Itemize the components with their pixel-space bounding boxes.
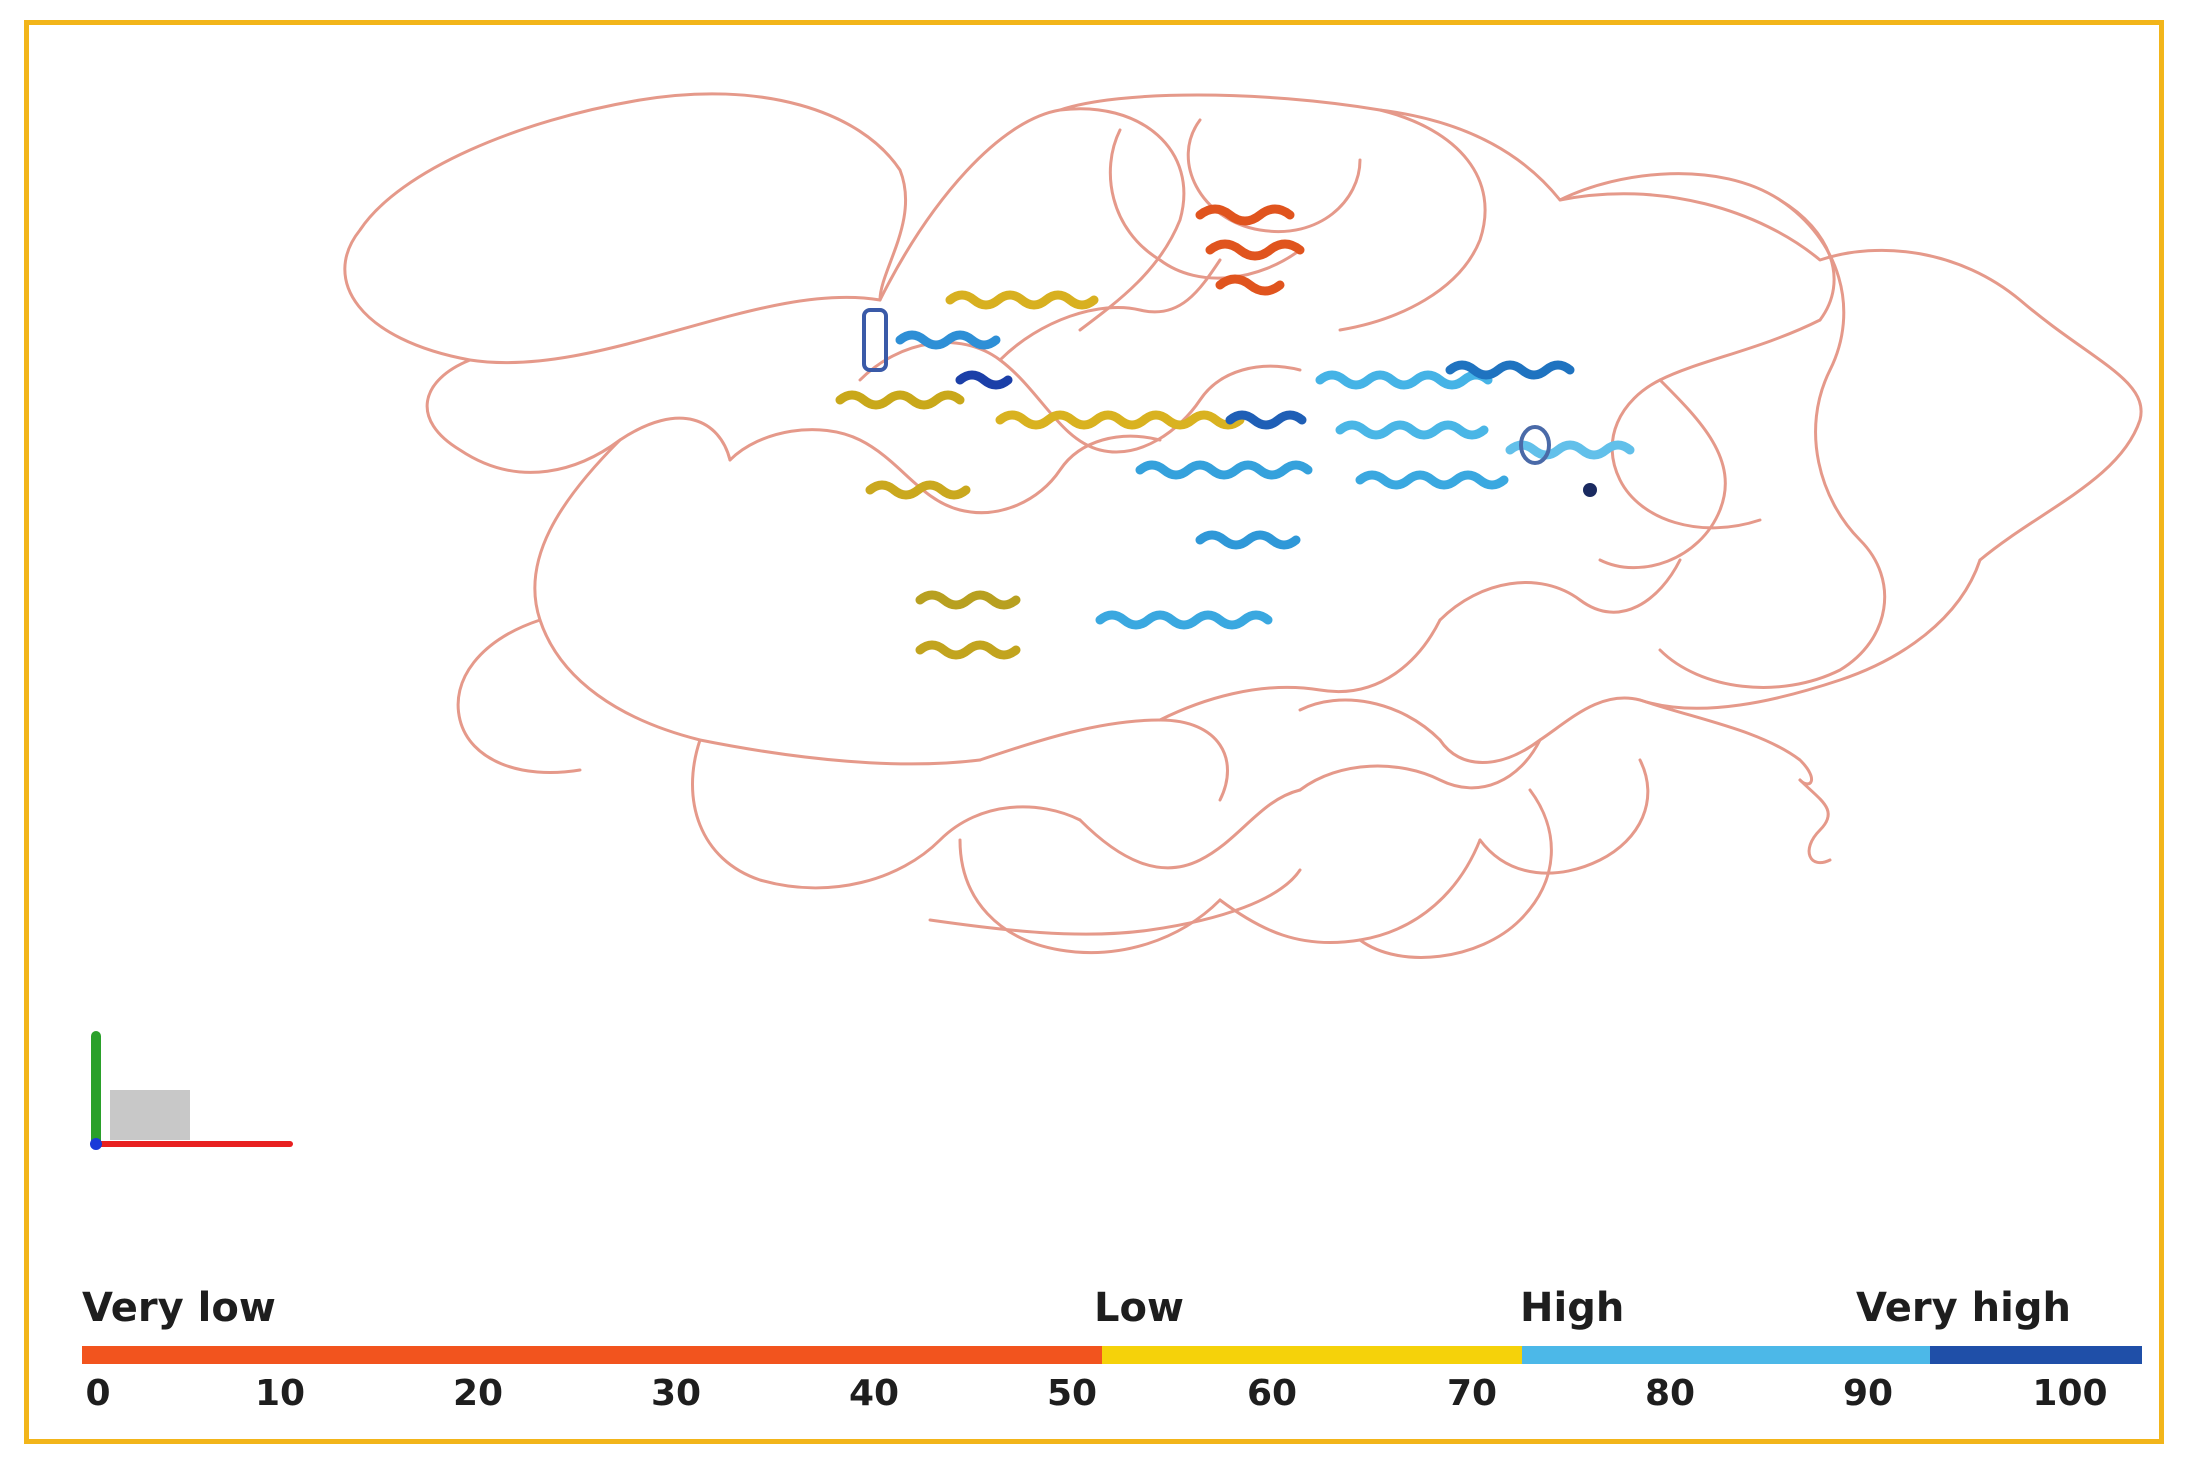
scale-tick: 90 [1842,1373,1894,1414]
colorbar-segment-low [1102,1346,1522,1364]
scale-tick: 80 [1644,1373,1696,1414]
colorbar-segment-high [1522,1346,1930,1364]
colorbar-segment-very-high [1930,1346,2142,1364]
high-confidence-helices [895,330,1635,630]
scale-tick: 70 [1446,1373,1498,1414]
axes-orientation-icon [90,1031,293,1150]
scale-tick: 10 [254,1373,306,1414]
low-confidence-coil [343,92,2143,959]
scale-tick: 100 [2032,1373,2108,1414]
legend-label-high: High [1520,1285,1625,1331]
legend-label-low: Low [1094,1285,1184,1331]
colorbar-segment-very-low [82,1346,1102,1364]
scale-tick: 60 [1246,1373,1298,1414]
scale-tick: 30 [650,1373,702,1414]
scale-tick: 20 [452,1373,504,1414]
legend-label-very-high: Very high [1856,1285,2071,1331]
medium-confidence-helices [835,204,1305,660]
ligand-markers [862,308,1597,497]
scale-tick: 50 [1046,1373,1098,1414]
figure-frame [24,20,2164,1444]
scale-tick: 40 [848,1373,900,1414]
legend-label-very-low: Very low [82,1285,276,1331]
scale-tick: 0 [85,1373,111,1414]
